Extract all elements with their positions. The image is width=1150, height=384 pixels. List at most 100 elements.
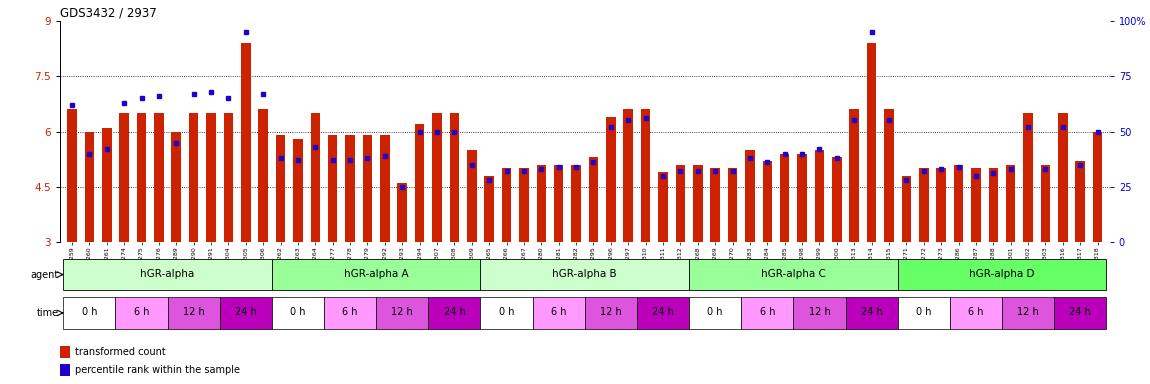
Bar [1075,161,1084,242]
Bar [242,43,251,242]
Text: 6 h: 6 h [759,307,775,317]
Bar [898,259,1106,290]
Bar [850,109,859,242]
Bar [168,297,220,328]
Bar [675,165,685,242]
Bar [637,297,689,328]
Bar [467,150,476,242]
Bar [328,135,337,242]
Bar [554,165,564,242]
Bar [1041,165,1050,242]
Bar [572,165,581,242]
Text: time: time [37,308,59,318]
Text: 24 h: 24 h [860,307,882,317]
Bar [1006,165,1015,242]
Bar [884,109,894,242]
Bar [898,297,950,328]
Bar [902,176,911,242]
Bar [867,43,876,242]
Text: hGR-alpha D: hGR-alpha D [969,269,1035,279]
Bar [641,109,651,242]
Bar [537,165,546,242]
Text: 24 h: 24 h [1070,307,1091,317]
Text: transformed count: transformed count [75,347,166,357]
Text: 6 h: 6 h [343,307,358,317]
Bar [953,165,964,242]
Text: hGR-alpha: hGR-alpha [140,269,194,279]
Text: 12 h: 12 h [1017,307,1038,317]
Bar [481,259,689,290]
Bar [189,113,199,242]
Bar [658,172,668,242]
Bar [532,297,584,328]
Bar [793,297,845,328]
Bar [259,109,268,242]
Bar [60,364,70,376]
Text: 24 h: 24 h [652,307,674,317]
Bar [589,157,598,242]
Bar [481,297,532,328]
Bar [293,139,302,242]
Text: 6 h: 6 h [968,307,983,317]
Bar [1024,113,1033,242]
Bar [1058,113,1067,242]
Bar [519,168,529,242]
Bar [606,117,615,242]
Bar [345,135,355,242]
Bar [1055,297,1106,328]
Bar [833,157,842,242]
Bar [85,132,94,242]
Bar [276,135,285,242]
Bar [102,128,112,242]
Bar [845,297,898,328]
Bar [623,109,633,242]
Text: GDS3432 / 2937: GDS3432 / 2937 [60,7,156,20]
Bar [271,259,481,290]
Bar [120,113,129,242]
Text: 24 h: 24 h [235,307,256,317]
Text: 0 h: 0 h [290,307,306,317]
Bar [398,183,407,242]
Bar [415,124,424,242]
Bar [115,297,168,328]
Bar [814,150,825,242]
Bar [919,168,928,242]
Bar [60,346,70,358]
Text: hGR-alpha B: hGR-alpha B [552,269,618,279]
Bar [762,161,772,242]
Text: percentile rank within the sample: percentile rank within the sample [75,365,239,375]
Text: agent: agent [31,270,59,280]
Bar [428,297,481,328]
Bar [271,297,324,328]
Bar [780,154,789,242]
Text: 6 h: 6 h [133,307,150,317]
Text: 6 h: 6 h [551,307,567,317]
Bar [324,297,376,328]
Bar [376,297,428,328]
Bar [223,113,233,242]
Text: 0 h: 0 h [707,307,723,317]
Bar [484,176,494,242]
Bar [1002,297,1055,328]
Text: 12 h: 12 h [600,307,622,317]
Bar [137,113,146,242]
Bar [501,168,512,242]
Bar [310,113,320,242]
Text: hGR-alpha A: hGR-alpha A [344,269,408,279]
Bar [989,168,998,242]
Bar [220,297,271,328]
Text: 0 h: 0 h [82,307,97,317]
Bar [693,165,703,242]
Bar [362,135,373,242]
Bar [745,150,754,242]
Bar [584,297,637,328]
Bar [1092,132,1103,242]
Text: 24 h: 24 h [444,307,466,317]
Bar [171,132,181,242]
Bar [971,168,981,242]
Bar [711,168,720,242]
Text: 0 h: 0 h [499,307,514,317]
Bar [797,154,807,242]
Text: 12 h: 12 h [808,307,830,317]
Bar [63,259,271,290]
